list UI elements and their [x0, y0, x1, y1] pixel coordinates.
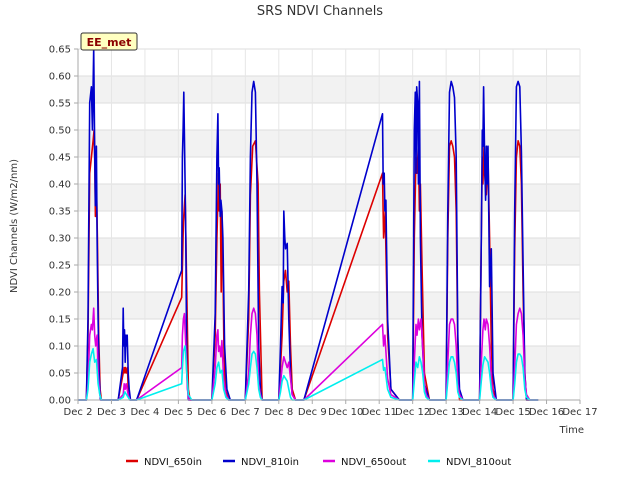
site-badge-box	[80, 32, 138, 51]
plot-band	[78, 346, 580, 373]
y-tick-label: 0.35	[49, 207, 71, 218]
y-tick-label: 0.25	[49, 261, 71, 272]
y-tick-label: 0.05	[49, 369, 71, 380]
x-tick-label: Dec 13	[429, 407, 464, 418]
x-tick-label: Dec 10	[328, 407, 363, 418]
y-tick-label: 0.20	[49, 288, 71, 299]
y-tick-label: 0.45	[49, 153, 71, 164]
legend-label: NDVI_650out	[341, 457, 406, 468]
chart-title: SRS NDVI Channels	[257, 4, 383, 19]
plot-band	[78, 292, 580, 319]
legend: NDVI_650in NDVI_810in NDVI_650out NDVI_810o…	[126, 457, 511, 468]
series-line-ndvi_650out	[78, 307, 539, 401]
x-tick-label: Dec 14	[462, 407, 497, 418]
x-tick-label: Dec 9	[298, 407, 327, 418]
series-line-ndvi_810out	[78, 345, 539, 401]
x-tick-label: Dec 6	[197, 407, 226, 418]
y-tick-label: 0.30	[49, 234, 71, 245]
y-tick-label: 0.15	[49, 315, 71, 326]
x-tick-label: Dec 15	[495, 407, 530, 418]
y-tick-label: 0.40	[49, 180, 71, 191]
series-line-ndvi_650in	[78, 129, 539, 401]
x-tick-labels: Dec 2 Dec 3 Dec 4 Dec 5 Dec 6 Dec 7 Dec 8 Dec 9…	[64, 400, 598, 418]
x-tick-label: Dec 16	[529, 407, 564, 418]
series-line-ndvi_810in	[78, 48, 539, 401]
x-tick-label: Dec 2	[64, 407, 93, 418]
x-tick-label: Dec 12	[395, 407, 430, 418]
site-badge-label: EE_met	[87, 36, 132, 49]
x-tick-label: Dec 3	[97, 407, 126, 418]
x-tick-label: Dec 4	[130, 407, 159, 418]
legend-label: NDVI_650in	[144, 457, 202, 468]
x-tick-label: Dec 17	[562, 407, 597, 418]
y-tick-label: 0.60	[49, 72, 71, 83]
x-tick-label: Dec 5	[164, 407, 193, 418]
y-tick-label: 0.55	[49, 99, 71, 110]
y-tick-label: 0.65	[49, 45, 71, 56]
axes	[77, 49, 580, 401]
series-layer	[78, 48, 539, 401]
x-tick-label: Dec 7	[231, 407, 260, 418]
plot-band	[78, 76, 580, 103]
y-tick-label: 0.50	[49, 126, 71, 137]
legend-label: NDVI_810in	[241, 457, 299, 468]
plot-band	[78, 130, 580, 157]
plot-band	[78, 238, 580, 265]
y-axis-title: NDVI Channels (W/m2/nm)	[9, 159, 20, 293]
legend-label: NDVI_810out	[446, 457, 511, 468]
plot-band	[78, 184, 580, 211]
site-badge: EE_met	[80, 32, 138, 51]
y-tick-label: 0.10	[49, 342, 71, 353]
x-tick-label: Dec 8	[264, 407, 293, 418]
y-tick-label: 0.00	[49, 396, 71, 407]
x-tick-label: Dec 11	[362, 407, 397, 418]
plot-background	[78, 49, 580, 400]
x-axis-title: Time	[559, 425, 584, 436]
grid-lines	[77, 48, 581, 401]
y-tick-labels: 0.00 0.05 0.10 0.15 0.20 0.25 0.30 0.35 0.40 0.45…	[49, 45, 78, 407]
